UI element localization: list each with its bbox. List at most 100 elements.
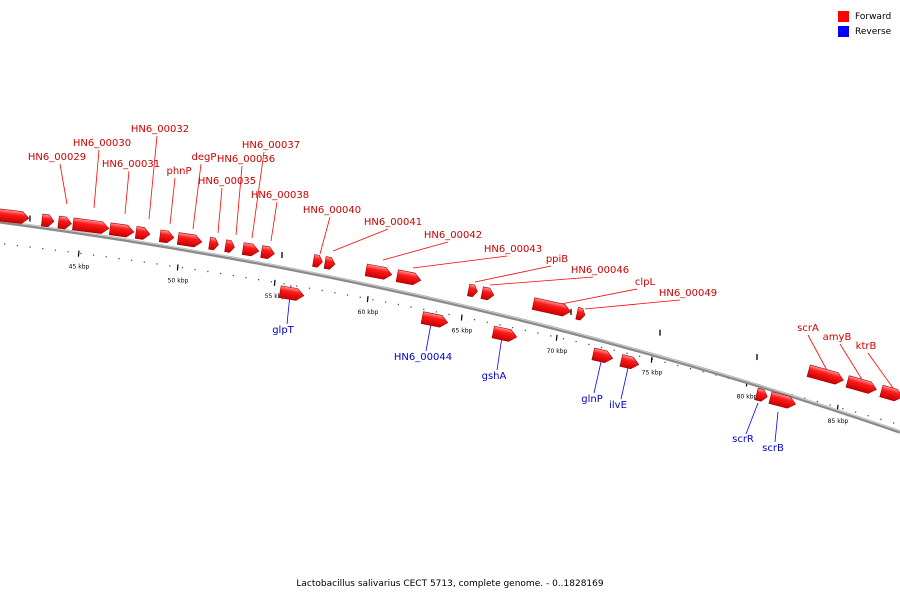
scale-major-tick — [77, 250, 80, 257]
scale-minor-dot — [16, 244, 18, 247]
forward-gene-arrow — [208, 236, 219, 251]
forward-gene-arrow-shape — [395, 269, 422, 286]
scale-minor-dot — [664, 361, 666, 364]
forward-gene-arrow — [108, 222, 135, 238]
forward-gene-arrow-shape — [879, 384, 900, 402]
scale-minor-dot — [346, 294, 349, 296]
map-caption: Lactobacillus salivarius CECT 5713, comp… — [296, 579, 604, 589]
reverse-leader-line — [745, 402, 759, 435]
scale-tick-label: 60 kbp — [358, 309, 379, 316]
forward-gene-arrow — [312, 254, 323, 268]
forward-gene-arrow — [40, 213, 55, 228]
forward-gene-arrow — [531, 297, 572, 317]
forward-leader-line — [332, 228, 389, 252]
scale-tick-label: 70 kbp — [547, 348, 568, 355]
forward-gene-arrow-shape — [134, 226, 151, 240]
forward-gene-arrow — [158, 229, 175, 244]
scale-minor-dot — [842, 407, 844, 410]
scale-minor-dot — [600, 346, 603, 349]
scale-minor-dot — [639, 355, 641, 357]
forward-gene-label: HN6_00036 — [217, 154, 275, 165]
scale-major-tick — [176, 264, 179, 271]
scale-minor-dot — [54, 249, 57, 251]
forward-gene-label: HN6_00040 — [303, 205, 361, 216]
forward-gene-label: HN6_00049 — [659, 288, 717, 299]
scale-minor-dot — [29, 246, 31, 248]
scale-minor-dot — [118, 257, 120, 260]
forward-gene-arrow-shape — [260, 245, 275, 259]
forward-gene-arrow — [176, 232, 203, 248]
reverse-gene-arrow — [420, 311, 449, 328]
scale-minor-dot — [550, 335, 552, 337]
forward-leader-line — [382, 241, 449, 261]
forward-gene-label: degP — [192, 152, 217, 163]
scale-minor-dot — [435, 311, 438, 313]
scale-minor-dot — [42, 247, 44, 250]
scale-minor-dot — [473, 318, 476, 321]
scale-minor-dot — [562, 338, 565, 340]
forward-gene-arrow-shape — [72, 217, 110, 234]
scale-minor-dot — [854, 411, 857, 413]
scale-minor-dot — [677, 364, 679, 367]
reverse-gene-arrow-shape — [768, 391, 797, 409]
reverse-gene-arrow-shape — [420, 311, 449, 328]
forward-gene-arrow — [364, 263, 393, 280]
forward-gene-arrow — [57, 215, 72, 230]
gene-labels: HN6_00029 HN6_00030 HN6_00031 HN6_00032 phnP… — [28, 124, 877, 454]
scale-minor-dot — [524, 329, 526, 331]
scale-minor-dot — [575, 340, 577, 343]
forward-gene-label: phnP — [166, 166, 191, 177]
scale-minor-dot — [804, 397, 806, 399]
legend-item-reverse: Reverse — [838, 24, 891, 39]
reverse-gene-arrow — [591, 347, 614, 364]
forward-gene-label: HN6_00035 — [198, 176, 256, 187]
forward-gene-arrow — [323, 256, 336, 270]
scale-minor-dot — [258, 278, 260, 281]
forward-leader-line — [319, 216, 331, 255]
forward-leader-line — [584, 299, 681, 310]
forward-gene-arrow — [480, 286, 495, 301]
forward-gene-arrow — [395, 269, 422, 286]
forward-leader-line — [474, 265, 552, 283]
reverse-gene-label: ilvE — [609, 400, 627, 411]
scale-minor-dot — [867, 415, 869, 417]
forward-leader-line — [489, 276, 594, 286]
forward-gene-arrow — [224, 239, 235, 253]
scale-major-tick — [555, 334, 558, 341]
forward-gene-arrow — [134, 226, 151, 240]
scale-minor-dot — [816, 400, 819, 403]
legend-item-forward: Forward — [838, 9, 891, 24]
forward-gene-arrow-shape — [208, 236, 219, 251]
scale-minor-dot — [880, 418, 882, 420]
scale-minor-dot — [423, 308, 425, 311]
forward-leader-line — [412, 255, 508, 269]
scale-minor-dot — [143, 261, 145, 263]
forward-gene-arrow-shape — [480, 286, 495, 301]
scale-minor-dot — [410, 306, 412, 308]
scale-minor-dot — [448, 313, 450, 316]
forward-leader-line — [148, 135, 158, 220]
reverse-leader-line — [593, 361, 602, 394]
forward-gene-label: HN6_00042 — [424, 230, 482, 241]
scale-minor-dot — [296, 285, 298, 287]
forward-gene-arrow — [260, 245, 275, 259]
reverse-gene-arrow — [768, 391, 797, 409]
reverse-gene-label: HN6_00044 — [394, 352, 452, 363]
scale-minor-dot — [626, 352, 628, 354]
scale-minor-dot — [270, 281, 272, 283]
forward-gene-label: ktrB — [856, 341, 877, 352]
forward-leader-line — [235, 165, 243, 236]
reverse-gene-arrow-shape — [491, 325, 518, 342]
scale-minor-dot — [105, 256, 107, 258]
forward-gene-label: ppiB — [546, 254, 568, 265]
scale-minor-dot — [67, 251, 69, 253]
scale-tick-label: 85 kbp — [828, 418, 849, 425]
scale-minor-dot — [92, 254, 95, 256]
forward-gene-label: HN6_00041 — [364, 217, 422, 228]
scale-tick-label: 50 kbp — [168, 277, 189, 284]
forward-gene-arrow-shape — [312, 254, 323, 268]
forward-gene-arrow-shape — [467, 283, 478, 298]
forward-gene-arrow — [467, 283, 478, 298]
scale-tick-label: 75 kbp — [642, 370, 663, 377]
scale-minor-dot — [194, 268, 196, 271]
